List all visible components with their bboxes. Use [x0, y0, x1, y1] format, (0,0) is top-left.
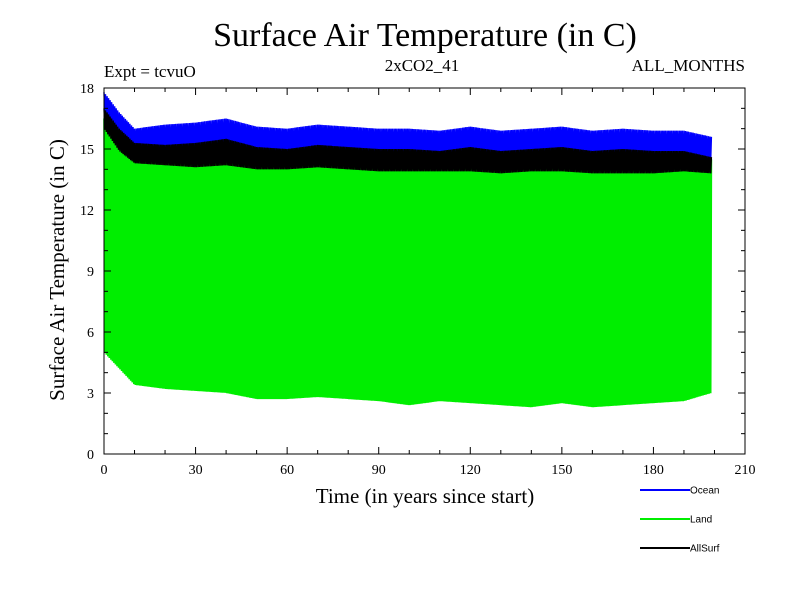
x-tick-label: 150 [551, 463, 572, 478]
x-tick-label: 180 [643, 463, 664, 478]
plot-area [103, 92, 713, 408]
y-tick-label: 9 [87, 265, 94, 280]
series-line-allsurf [103, 108, 713, 174]
x-tick-label: 120 [460, 463, 481, 478]
x-tick-label: 0 [101, 463, 108, 478]
x-tick-label: 60 [280, 463, 294, 478]
x-tick-label: 210 [735, 463, 756, 478]
x-tick-label: 30 [189, 463, 203, 478]
y-tick-label: 0 [87, 448, 94, 463]
chart-title: Surface Air Temperature (in C) [213, 17, 637, 54]
axes: 0 30 60 90 120 150 180 210 0 3 6 9 12 15 18 [80, 82, 756, 478]
x-axis-label: Time (in years since start) [316, 484, 535, 508]
y-tick-label: 18 [80, 82, 94, 97]
legend-label-allsurf: AllSurf [690, 544, 720, 555]
y-tick-label: 3 [87, 387, 94, 402]
y-tick-label: 12 [80, 204, 94, 219]
y-tick-label: 6 [87, 326, 94, 341]
y-tick-label: 15 [80, 143, 94, 158]
legend-label-land: Land [690, 515, 712, 526]
experiment-label: Expt = tcvuO [104, 62, 196, 81]
y-axis-label: Surface Air Temperature (in C) [45, 139, 69, 401]
x-tick-label: 90 [372, 463, 386, 478]
months-label: ALL_MONTHS [632, 56, 745, 75]
legend: Ocean Land AllSurf [640, 486, 720, 555]
run-label: 2xCO2_41 [385, 56, 460, 75]
legend-label-ocean: Ocean [690, 486, 719, 497]
